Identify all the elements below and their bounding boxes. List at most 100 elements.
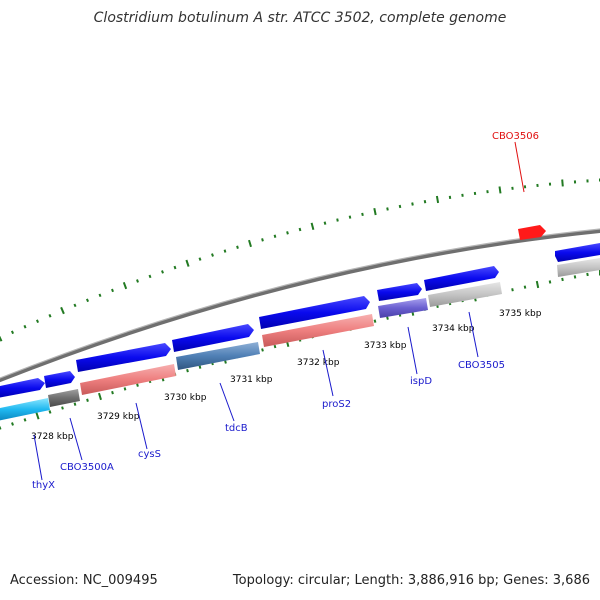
tick-mark [48, 314, 52, 318]
tick-mark [0, 335, 3, 342]
gene-label-cbo3500a[interactable]: CBO3500A [60, 462, 114, 473]
gene-leader-lines [33, 141, 525, 481]
cds-arrow[interactable] [44, 371, 75, 388]
tick-mark [373, 319, 377, 323]
gene-label-cyss[interactable]: cysS [138, 449, 161, 460]
tick-mark [511, 288, 514, 292]
tick-mark [85, 298, 90, 303]
tick-mark [136, 383, 139, 387]
tick-mark [198, 365, 202, 369]
tick-mark [136, 279, 139, 283]
tick-mark [111, 288, 114, 293]
tick-mark [186, 368, 189, 373]
tick-mark [248, 239, 252, 248]
category-bar[interactable] [262, 314, 374, 347]
cds-arrow-cbo3506[interactable] [518, 225, 546, 240]
category-bar[interactable] [557, 258, 600, 277]
tick-label: 3735 kbp [499, 309, 542, 319]
tick-mark [123, 387, 127, 391]
gene-label-cbo3505[interactable]: CBO3505 [458, 360, 505, 371]
tick-mark [373, 207, 377, 216]
category-bar[interactable] [428, 282, 502, 307]
cds-arrow[interactable] [555, 243, 600, 262]
cds-arrow[interactable] [259, 296, 370, 329]
tick-mark [336, 218, 339, 222]
tick-mark [286, 231, 289, 235]
tick-mark [23, 324, 27, 329]
tick-mark [361, 212, 364, 217]
tick-mark [35, 412, 40, 420]
tick-label: 3733 kbp [364, 341, 407, 351]
tick-label: 3728 kbp [31, 432, 74, 442]
tick-mark [61, 406, 64, 410]
tick-mark [561, 179, 564, 187]
tick-mark [386, 316, 389, 320]
tick-mark [261, 238, 264, 242]
tick-mark [398, 204, 402, 209]
cds-arrow[interactable] [76, 343, 171, 372]
tick-mark [148, 274, 152, 279]
tick-mark [323, 221, 327, 225]
tick-mark [60, 306, 65, 315]
tick-mark [23, 418, 27, 422]
inner-tick-dots [0, 268, 600, 430]
tick-mark [11, 422, 14, 426]
category-bar[interactable] [176, 342, 260, 370]
tick-mark [310, 222, 315, 230]
tick-label: 3734 kbp [432, 324, 475, 334]
category-bar[interactable] [378, 298, 428, 318]
outer-tick-dots [0, 178, 600, 342]
tick-mark [548, 280, 552, 284]
gene-labels: thyX CBO3500A cysS tdcB proS2 ispD CBO35… [32, 131, 539, 491]
cds-arrow[interactable] [0, 378, 45, 398]
tick-mark [48, 410, 52, 414]
cds-arrow[interactable] [172, 324, 254, 352]
category-bar[interactable] [48, 389, 80, 407]
tick-mark [10, 330, 15, 335]
tick-mark [73, 303, 77, 308]
category-bars [0, 258, 600, 421]
gene-label-tdcb[interactable]: tdcB [225, 423, 248, 434]
tick-mark [273, 344, 277, 349]
genome-summary: Topology: circular; Length: 3,886,916 bp… [232, 573, 590, 588]
tick-mark [535, 280, 540, 289]
tick-mark [386, 207, 389, 211]
tick-mark [198, 257, 202, 261]
tick-mark [98, 392, 102, 401]
cds-arrows [0, 243, 600, 398]
accession-label: Accession: NC_009495 [10, 573, 158, 588]
tick-mark [273, 234, 277, 238]
tick-label: 3731 kbp [230, 375, 273, 385]
tick-mark [348, 215, 352, 219]
tick-mark [185, 259, 190, 267]
tick-mark [98, 293, 102, 298]
tick-mark [573, 275, 577, 279]
tick-mark [261, 348, 264, 352]
tick-label: 3730 kbp [164, 393, 207, 403]
gene-label-pros2[interactable]: proS2 [322, 399, 351, 410]
category-bar[interactable] [80, 364, 176, 395]
gene-label-thyx[interactable]: thyX [32, 480, 55, 491]
gene-label-cbo3506[interactable]: CBO3506 [492, 131, 539, 142]
tick-mark [35, 319, 40, 323]
tick-mark [411, 202, 414, 206]
tick-mark [122, 281, 128, 290]
tick-mark [223, 249, 227, 253]
tick-mark [423, 200, 427, 204]
gene-label-ispd[interactable]: ispD [410, 376, 432, 387]
tick-mark [236, 245, 239, 249]
tick-mark [173, 265, 177, 270]
tick-mark [111, 390, 114, 395]
genome-backbone [0, 229, 600, 383]
tick-mark [298, 227, 302, 232]
cds-arrow[interactable] [424, 266, 499, 291]
tick-mark [86, 398, 89, 402]
kbp-tick-labels: 3728 kbp 3729 kbp 3730 kbp 3731 kbp 3732… [31, 309, 542, 442]
tick-label: 3732 kbp [297, 358, 340, 368]
tick-mark [561, 277, 564, 282]
category-bar[interactable] [0, 398, 50, 421]
tick-mark [211, 253, 214, 257]
tick-label: 3729 kbp [97, 412, 140, 422]
cds-arrow[interactable] [377, 283, 422, 301]
